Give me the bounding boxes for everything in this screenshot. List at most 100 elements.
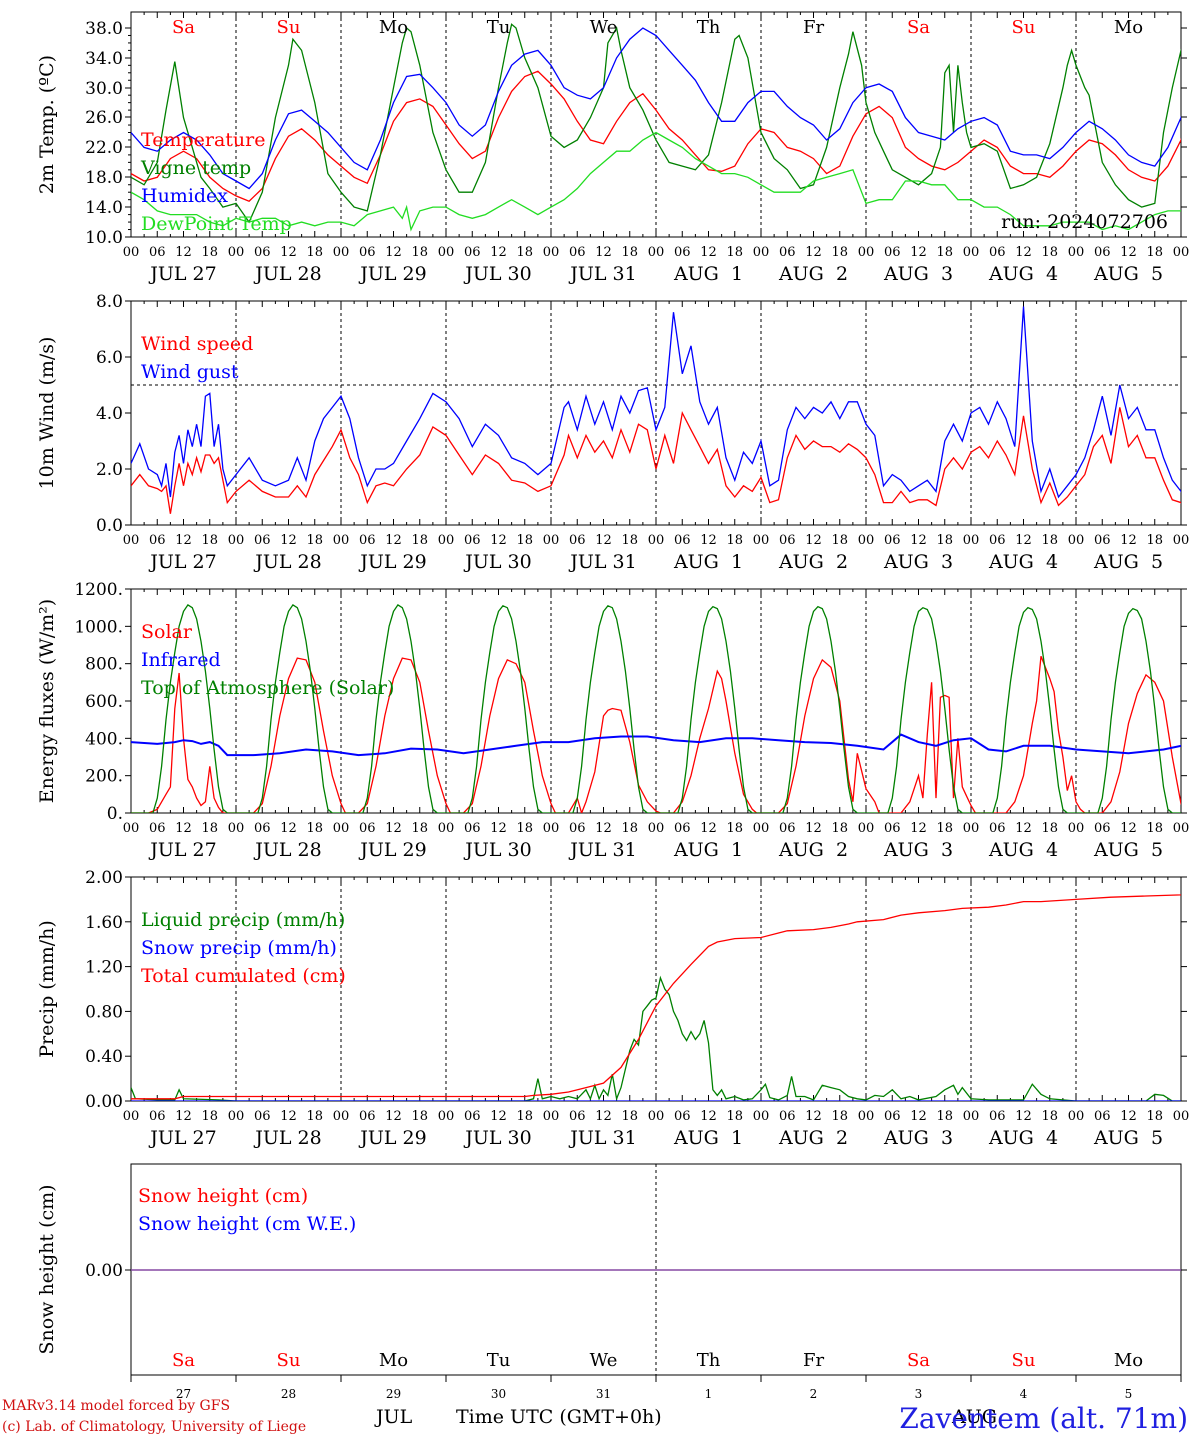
- date-label: AUG 3: [883, 839, 953, 861]
- y-tick-label: 0.00: [85, 1261, 123, 1281]
- y-tick-label: 800.: [85, 655, 123, 675]
- hour-tick-label: 18: [411, 1109, 428, 1124]
- hour-tick-label: 18: [936, 533, 953, 548]
- day-number-label: 29: [386, 1387, 401, 1401]
- hour-tick-label: 12: [385, 533, 402, 548]
- hour-tick-label: 18: [1146, 821, 1163, 836]
- hour-tick-label: 12: [1015, 821, 1032, 836]
- hour-tick-label: 18: [726, 1109, 743, 1124]
- date-label: AUG 1: [673, 1127, 743, 1149]
- hour-tick-label: 06: [149, 1109, 166, 1124]
- y-tick-label: 200.: [85, 767, 123, 787]
- hour-tick-label: 06: [779, 821, 796, 836]
- hour-tick-label: 00: [438, 533, 455, 548]
- hour-tick-label: 06: [359, 1109, 376, 1124]
- legend-entry: Wind gust: [141, 361, 239, 383]
- hour-tick-label: 12: [385, 821, 402, 836]
- hour-tick-label: 18: [516, 1109, 533, 1124]
- y-tick-label: 0.00: [85, 1092, 123, 1112]
- hour-tick-label: 12: [910, 245, 927, 260]
- hour-tick-label: 06: [569, 245, 586, 260]
- date-label: AUG 1: [673, 551, 743, 573]
- hour-tick-label: 12: [700, 533, 717, 548]
- date-label: AUG 2: [778, 839, 848, 861]
- hour-tick-label: 12: [280, 821, 297, 836]
- y-tick-label: 0.: [107, 804, 123, 824]
- series-line: [131, 733, 1181, 757]
- hour-tick-label: 00: [438, 821, 455, 836]
- hour-tick-label: 06: [254, 1109, 271, 1124]
- hour-tick-label: 00: [963, 821, 980, 836]
- hour-tick-label: 18: [1041, 821, 1058, 836]
- hour-tick-label: 00: [228, 1109, 245, 1124]
- date-label: AUG 3: [883, 263, 953, 285]
- y-tick-label: 400.: [85, 729, 123, 749]
- hour-tick-label: 12: [385, 1109, 402, 1124]
- day-number-label: 27: [176, 1387, 191, 1401]
- y-tick-label: 22.0: [85, 138, 123, 158]
- series-line: [131, 894, 1181, 1100]
- date-label: AUG 4: [988, 1127, 1058, 1149]
- hour-tick-label: 12: [595, 245, 612, 260]
- weekday-label: Sa: [907, 17, 930, 38]
- hour-tick-label: 06: [254, 533, 271, 548]
- hour-tick-label: 06: [359, 533, 376, 548]
- hour-tick-label: 18: [306, 245, 323, 260]
- hour-tick-label: 06: [989, 1109, 1006, 1124]
- weekday-label: Su: [277, 1350, 301, 1371]
- hour-tick-label: 00: [1173, 245, 1190, 260]
- hour-tick-label: 00: [1068, 245, 1085, 260]
- hour-tick-label: 06: [464, 533, 481, 548]
- hour-tick-label: 12: [805, 1109, 822, 1124]
- date-label: JUL 31: [568, 263, 636, 285]
- hour-tick-label: 00: [648, 533, 665, 548]
- hour-tick-label: 00: [753, 245, 770, 260]
- hour-tick-label: 00: [648, 821, 665, 836]
- y-axis-title: 2m Temp. (ºC): [36, 55, 58, 194]
- hour-tick-label: 00: [438, 1109, 455, 1124]
- date-label: AUG 3: [883, 551, 953, 573]
- hour-tick-label: 18: [201, 1109, 218, 1124]
- panel-3: 00 06 12 18 00 06 12 18 00 06 12 18 00 06 12 18 00 06 12 18…: [36, 580, 1189, 861]
- hour-tick-label: 00: [858, 821, 875, 836]
- day-number-label: 2: [810, 1387, 818, 1401]
- hour-tick-label: 00: [1068, 1109, 1085, 1124]
- hour-tick-label: 06: [359, 821, 376, 836]
- hour-tick-label: 12: [280, 1109, 297, 1124]
- hour-tick-label: 06: [359, 245, 376, 260]
- legend-entry: Top of Atmosphere (Solar): [141, 677, 394, 699]
- hour-tick-label: 12: [805, 821, 822, 836]
- weekday-label: Su: [1012, 1350, 1036, 1371]
- hour-tick-label: 12: [490, 1109, 507, 1124]
- hour-tick-label: 12: [700, 245, 717, 260]
- hour-tick-label: 12: [280, 533, 297, 548]
- date-label: JUL 27: [148, 551, 216, 573]
- hour-tick-label: 06: [254, 821, 271, 836]
- y-tick-label: 4.0: [96, 404, 123, 424]
- weekday-label: Mo: [379, 17, 408, 38]
- y-tick-label: 14.0: [85, 198, 123, 218]
- date-label: JUL 31: [568, 551, 636, 573]
- hour-tick-label: 12: [700, 821, 717, 836]
- hour-tick-label: 00: [648, 1109, 665, 1124]
- hour-tick-label: 06: [779, 245, 796, 260]
- weekday-label: Fr: [803, 1350, 824, 1371]
- hour-tick-label: 18: [831, 1109, 848, 1124]
- hour-tick-label: 18: [726, 821, 743, 836]
- hour-tick-label: 00: [123, 533, 140, 548]
- hour-tick-label: 18: [1146, 533, 1163, 548]
- hour-tick-label: 12: [595, 821, 612, 836]
- hour-tick-label: 06: [884, 245, 901, 260]
- date-label: JUL 28: [253, 839, 321, 861]
- series-line: [131, 131, 1181, 232]
- hour-tick-label: 00: [1173, 533, 1190, 548]
- y-tick-label: 1.60: [85, 913, 123, 933]
- hour-tick-label: 00: [228, 245, 245, 260]
- weekday-label: Mo: [1114, 17, 1143, 38]
- weekday-label: Sa: [172, 17, 195, 38]
- series-line: [131, 407, 1181, 514]
- legend-entry: Solar: [141, 621, 193, 643]
- weekday-label: Tu: [487, 17, 511, 38]
- hour-tick-label: 18: [1146, 245, 1163, 260]
